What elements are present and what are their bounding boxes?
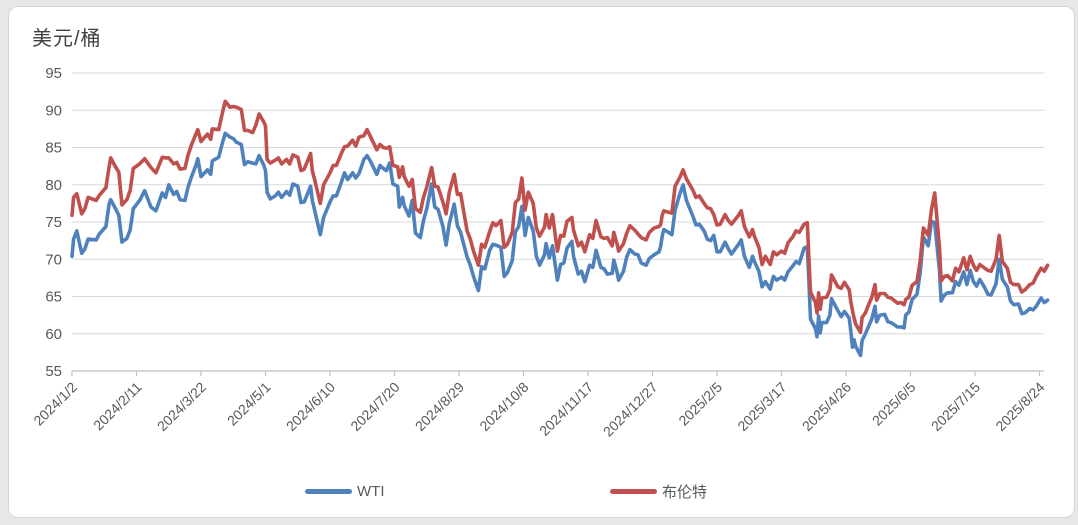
x-axis-tick-label: 2024/5/1 [224, 379, 274, 429]
y-axis-tick-label: 95 [45, 65, 62, 82]
y-axis-tick-label: 75 [45, 214, 62, 231]
x-axis-tick-label: 2024/7/20 [347, 379, 403, 435]
y-axis-tick-label: 90 [45, 102, 62, 119]
x-axis-tick-label: 2025/4/26 [799, 379, 855, 435]
series-line-brent [70, 99, 1050, 335]
legend-label-brent: 布伦特 [662, 483, 708, 501]
wti-line-swatch [305, 488, 352, 494]
series-line-wti [70, 131, 1050, 358]
x-axis-tick-label: 2025/2/5 [675, 379, 725, 429]
y-axis-tick-label: 80 [45, 177, 62, 194]
legend-item-wti[interactable]: WTI [305, 482, 385, 500]
x-axis-tick-label: 2024/12/27 [600, 379, 661, 440]
y-axis-tick-label: 55 [45, 363, 62, 380]
y-axis-tick-label: 85 [45, 140, 62, 157]
legend-label-wti: WTI [357, 482, 385, 500]
x-axis-tick-label: 2024/3/22 [154, 379, 210, 435]
x-axis-tick-label: 2024/11/17 [536, 379, 596, 439]
x-axis-tick-label: 2024/6/10 [283, 379, 339, 435]
y-axis-unit-label: 美元/桶 [32, 28, 102, 50]
y-axis-tick-label: 70 [45, 251, 62, 268]
legend-item-brent[interactable]: 布伦特 [610, 484, 707, 501]
x-axis-tick-label: 2024/1/2 [30, 379, 80, 429]
x-axis-tick-label: 2024/8/29 [412, 379, 468, 435]
x-axis-tick-label: 2025/8/24 [992, 379, 1048, 435]
x-axis-tick-label: 2025/7/15 [928, 379, 984, 435]
x-axis-tick-label: 2024/2/11 [90, 379, 145, 434]
x-axis-tick-label: 2025/3/17 [734, 379, 790, 435]
x-axis-tick-label: 2024/10/8 [476, 379, 532, 435]
y-axis-tick-label: 60 [45, 326, 62, 343]
brent-line-swatch [610, 488, 657, 494]
x-axis-tick-label: 2025/6/5 [869, 379, 919, 429]
y-axis-tick-label: 65 [45, 289, 62, 306]
